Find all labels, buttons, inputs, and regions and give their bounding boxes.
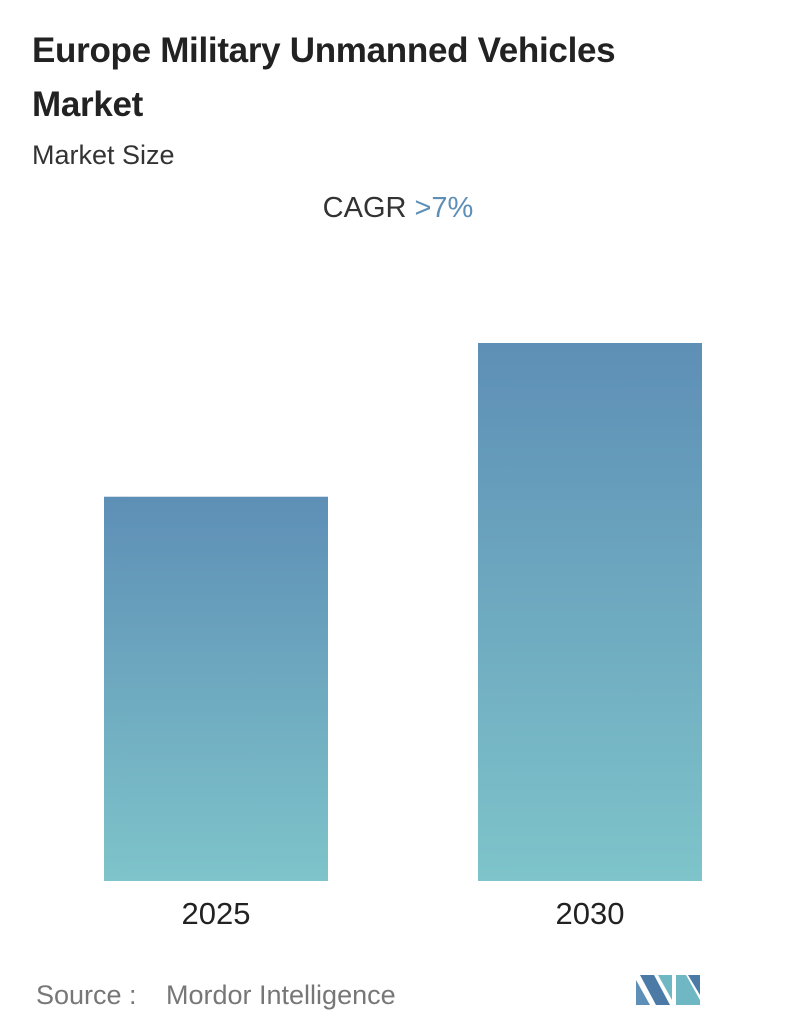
bar (104, 496, 328, 881)
logo (636, 975, 700, 1005)
source-label: Source : (36, 980, 137, 1010)
chart-subtitle: Market Size (32, 140, 175, 170)
chart-title: Europe Military Unmanned Vehicles Market (32, 31, 616, 124)
bar (478, 343, 702, 881)
cagr-label: CAGR (323, 192, 407, 224)
cagr-value: >7% (414, 192, 473, 224)
cagr: CAGR >7% (323, 192, 474, 224)
source: Mordor Intelligence (166, 980, 396, 1010)
x-tick-label: 2030 (556, 896, 625, 931)
x-tick-label: 2025 (182, 896, 251, 931)
